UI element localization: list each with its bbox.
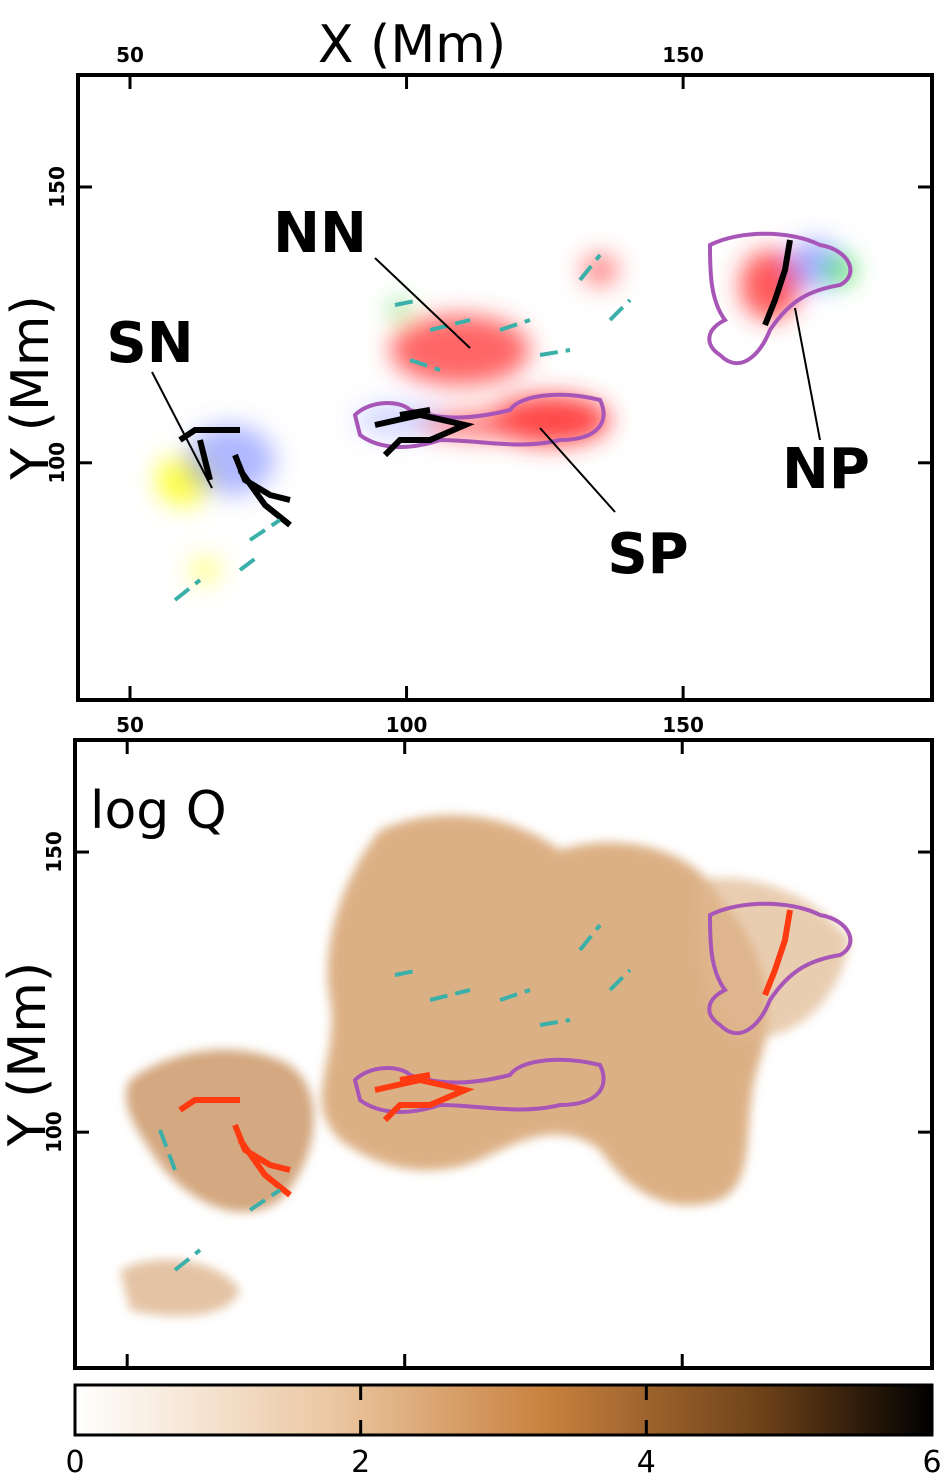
colorbar-tick-label: 0 xyxy=(65,1445,84,1476)
panel-frame xyxy=(73,738,934,1370)
contours xyxy=(173,231,853,602)
panel-bottom xyxy=(73,738,934,1370)
y-tick-label: 150 xyxy=(42,831,66,873)
colorbar-tick-label: 6 xyxy=(922,1445,941,1476)
annotation: SN xyxy=(106,311,193,376)
y-axis-label: Y (Mm) xyxy=(0,962,58,1147)
panel-background xyxy=(78,75,932,700)
y-tick-label: 100 xyxy=(42,1111,66,1153)
colorbar-tick-label: 4 xyxy=(637,1445,656,1476)
contours xyxy=(158,901,853,1272)
annotation: log Q xyxy=(90,781,227,841)
panel-top xyxy=(76,73,934,702)
y-axis-label: Y (Mm) xyxy=(1,295,61,480)
x-tick-label: 50 xyxy=(116,43,144,67)
colorbar xyxy=(73,1383,934,1437)
x-tick-label: 150 xyxy=(662,43,704,67)
annotation: NP xyxy=(782,437,870,502)
annotation: SP xyxy=(607,522,688,587)
x-tick-label: 50 xyxy=(116,713,144,737)
annotation-lines xyxy=(151,257,821,513)
x-tick-label: 100 xyxy=(386,713,428,737)
y-tick-label: 150 xyxy=(45,166,69,208)
annotation: NN xyxy=(273,201,367,266)
colorbar-tick-label: 2 xyxy=(351,1445,370,1476)
y-tick-label: 100 xyxy=(45,442,69,484)
x-axis-label: X (Mm) xyxy=(318,15,506,75)
panel-frame xyxy=(76,73,934,702)
x-tick-label: 150 xyxy=(662,713,704,737)
